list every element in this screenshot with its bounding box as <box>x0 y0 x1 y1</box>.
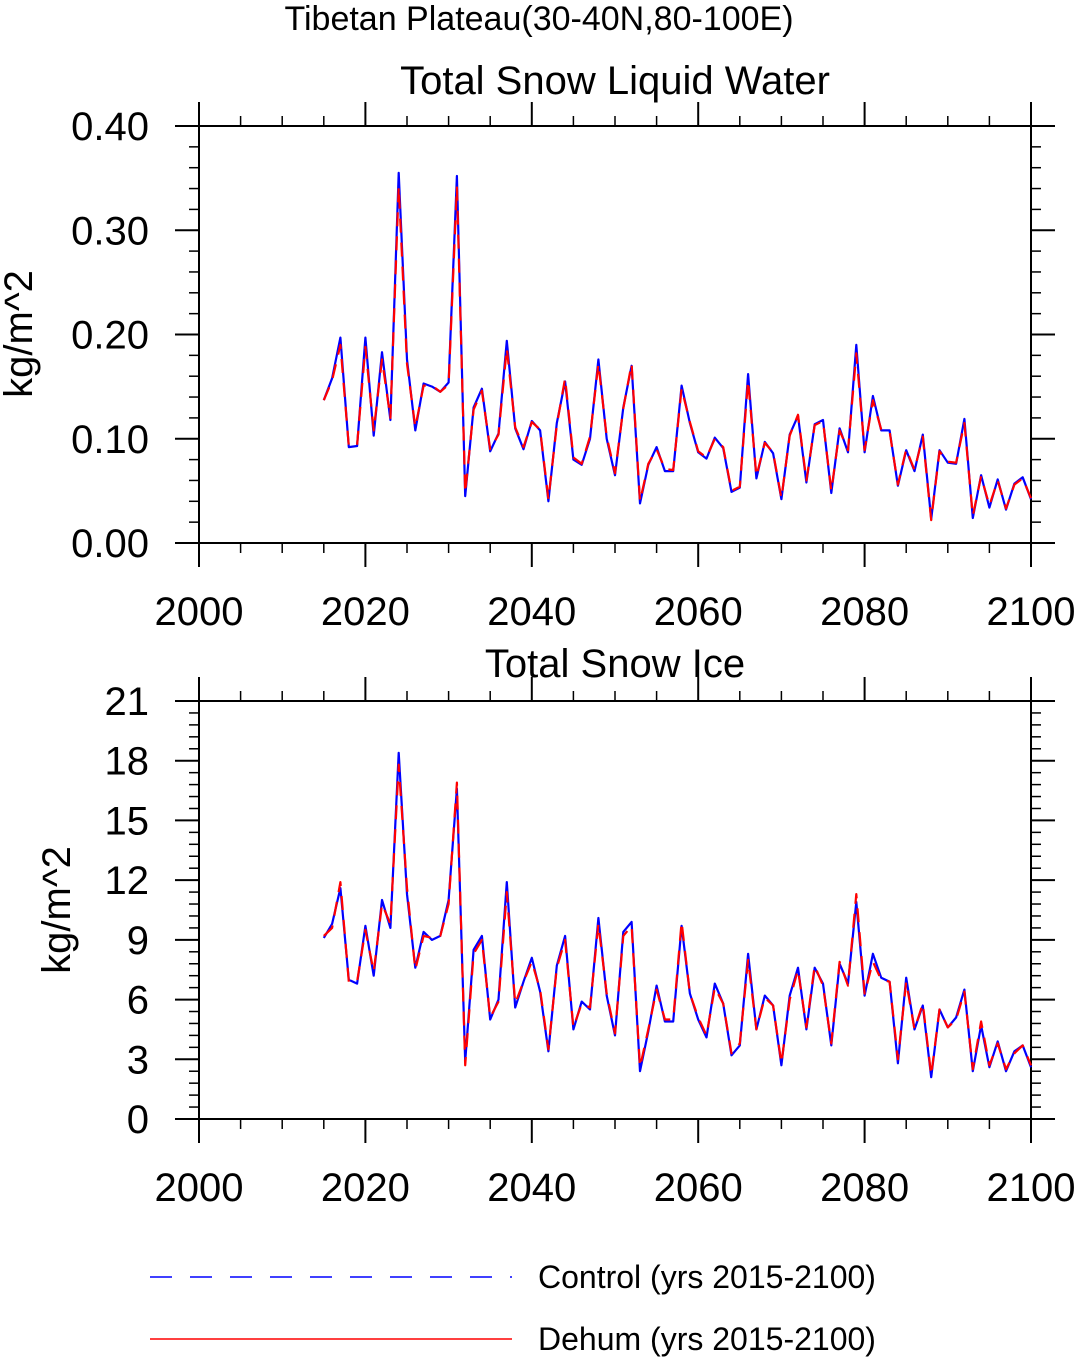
x-tick-label: 2040 <box>487 1166 576 1210</box>
x-tick-label: 2100 <box>987 1166 1076 1210</box>
x-tick-label: 2060 <box>654 1166 743 1210</box>
x-tick-label: 2020 <box>321 1166 410 1210</box>
legend-control-label: Control (yrs 2015-2100) <box>538 1259 876 1295</box>
y-tick-label: 21 <box>105 680 150 724</box>
plot-frame <box>198 125 1032 544</box>
y-tick-label: 0.30 <box>71 209 149 253</box>
figure-suptitle: Tibetan Plateau(30-40N,80-100E) <box>284 0 793 38</box>
y-tick-label: 3 <box>127 1038 149 1082</box>
y-tick-label: 9 <box>127 919 149 963</box>
x-tick-label: 2080 <box>820 590 909 634</box>
plot-frame <box>198 700 1032 1120</box>
y-tick-label: 6 <box>127 979 149 1023</box>
y-tick-label: 0.40 <box>71 105 149 149</box>
y-tick-label: 15 <box>105 799 150 843</box>
y-tick-label: 12 <box>105 859 150 903</box>
series-line-dehum <box>322 185 1033 522</box>
panel-snow-ice: Total Snow Ice kg/m^2 2000 2020 2040 2060 20… <box>35 642 1075 1210</box>
axes: 2000 2020 2040 2060 2080 2100 0.00 0.10 0.20 0.30… <box>71 102 1075 634</box>
x-tick-label: 2000 <box>155 590 244 634</box>
y-tick-label: 18 <box>105 740 150 784</box>
x-tick-label: 2000 <box>155 1166 244 1210</box>
y-axis-label: kg/m^2 <box>0 270 41 398</box>
x-tick-label: 2100 <box>987 590 1076 634</box>
legend: Control (yrs 2015-2100) Dehum (yrs 2015-… <box>150 1259 876 1357</box>
y-tick-label: 0.00 <box>71 522 149 566</box>
x-tick-label: 2060 <box>654 590 743 634</box>
legend-dehum-label: Dehum (yrs 2015-2100) <box>538 1321 876 1357</box>
y-tick-label: 0 <box>127 1098 149 1142</box>
x-tick-label: 2040 <box>487 590 576 634</box>
y-tick-label: 0.10 <box>71 418 149 462</box>
y-axis-label: kg/m^2 <box>35 846 79 974</box>
x-tick-label: 2080 <box>820 1166 909 1210</box>
y-tick-label: 0.20 <box>71 314 149 358</box>
panel-title: Total Snow Liquid Water <box>400 59 830 103</box>
panel-title: Total Snow Ice <box>485 642 745 686</box>
series-line-dehum <box>323 763 1033 1077</box>
axes: 2000 2020 2040 2060 2080 2100 0 3 6 9 12 15 18 21 <box>105 677 1076 1210</box>
x-tick-label: 2020 <box>321 590 410 634</box>
series-line-control <box>322 751 1033 1079</box>
panel-snow-liquid-water: Total Snow Liquid Water kg/m^2 2000 2020 2… <box>0 59 1075 634</box>
